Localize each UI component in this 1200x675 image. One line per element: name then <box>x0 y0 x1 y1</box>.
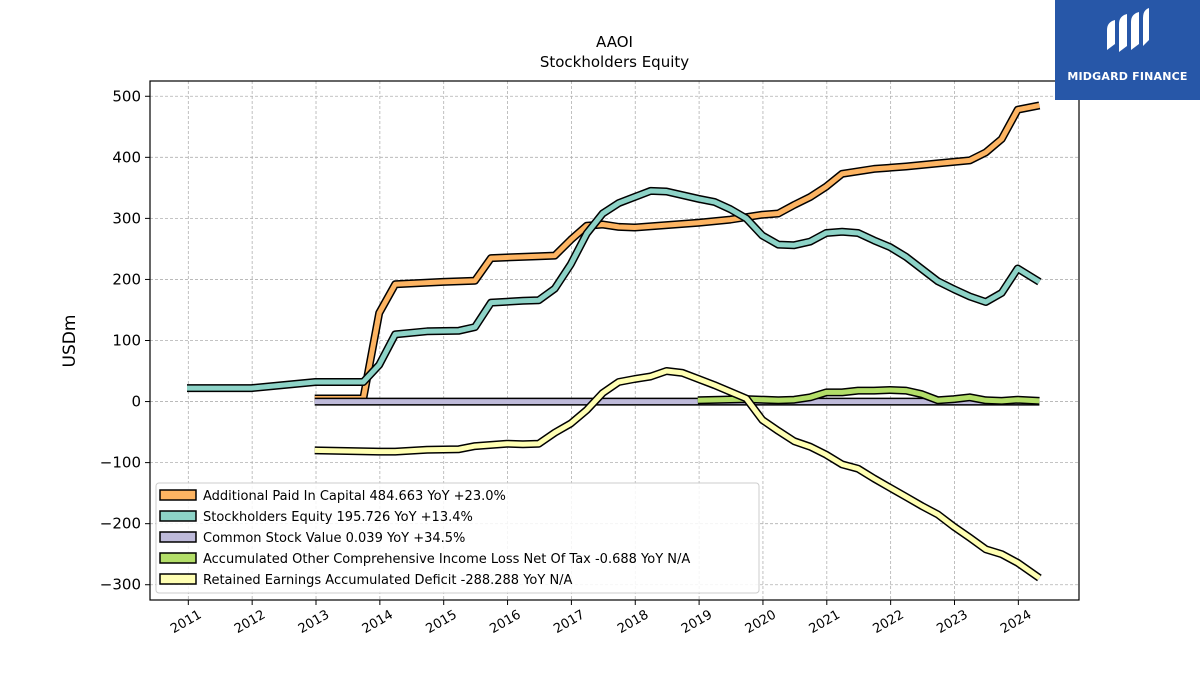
legend-swatch <box>159 531 197 543</box>
chart-subtitle: Stockholders Equity <box>540 53 689 71</box>
y-tick-label: 500 <box>112 87 141 105</box>
x-tick-label: 2013 <box>296 607 332 637</box>
midgard-logo-icon <box>1107 8 1149 52</box>
y-tick-label: −100 <box>100 454 141 472</box>
midgard-finance-logo: MIDGARD FINANCE <box>1055 0 1200 100</box>
y-tick-label: 100 <box>112 332 141 350</box>
x-tick-label: 2019 <box>679 607 715 637</box>
logo-text: MIDGARD FINANCE <box>1067 70 1188 83</box>
x-tick-label: 2021 <box>807 607 843 637</box>
y-tick-label: 200 <box>112 270 141 288</box>
y-tick-label: −200 <box>100 515 141 533</box>
series-4 <box>314 367 1042 582</box>
x-tick-label: 2022 <box>870 607 906 637</box>
x-tick-label: 2020 <box>743 607 779 637</box>
x-tick-label: 2017 <box>551 607 587 637</box>
legend-swatch <box>159 573 197 585</box>
legend-box <box>155 482 760 594</box>
series-0 <box>314 101 1041 403</box>
x-axis: 2011 2012 2013 2014 2015 2016 2017 2018 2019 2020… <box>168 600 1034 637</box>
x-tick-label: 2015 <box>424 607 460 637</box>
y-tick-label: 0 <box>131 393 141 411</box>
x-tick-label: 2016 <box>487 607 523 637</box>
y-tick-label: 400 <box>112 148 141 166</box>
series-line <box>314 368 1041 581</box>
legend-label: Common Stock Value 0.039 YoY +34.5% <box>203 531 465 546</box>
x-tick-label: 2012 <box>232 607 268 637</box>
plot-area <box>187 101 1042 582</box>
series-line-outline <box>314 101 1041 403</box>
y-tick-label: −300 <box>100 576 141 594</box>
x-tick-label: 2011 <box>168 607 204 637</box>
legend-label: Retained Earnings Accumulated Deficit -2… <box>203 573 573 588</box>
x-tick-label: 2018 <box>615 607 651 637</box>
x-tick-label: 2014 <box>360 607 396 637</box>
chart-title: AAOI <box>596 33 633 51</box>
y-axis-label: USDm <box>60 315 80 368</box>
y-axis: −300 −200 −100 0 100 200 300 400 500 <box>100 87 150 594</box>
legend-swatch <box>159 510 197 522</box>
legend-swatch <box>159 552 197 564</box>
series-line-outline <box>187 186 1042 393</box>
x-tick-label: 2024 <box>998 607 1034 637</box>
legend-label: Additional Paid In Capital 484.663 YoY +… <box>203 489 506 504</box>
series-1 <box>187 186 1042 393</box>
legend-swatch <box>159 489 197 501</box>
series-line <box>314 102 1040 401</box>
x-tick-label: 2023 <box>934 607 970 637</box>
series-3 <box>697 386 1040 405</box>
legend-label: Stockholders Equity 195.726 YoY +13.4% <box>203 510 473 525</box>
legend-label: Accumulated Other Comprehensive Income L… <box>203 552 690 567</box>
legend: Additional Paid In Capital 484.663 YoY +… <box>155 482 760 594</box>
series-line <box>187 188 1041 391</box>
y-tick-label: 300 <box>112 209 141 227</box>
series-line <box>697 387 1040 404</box>
